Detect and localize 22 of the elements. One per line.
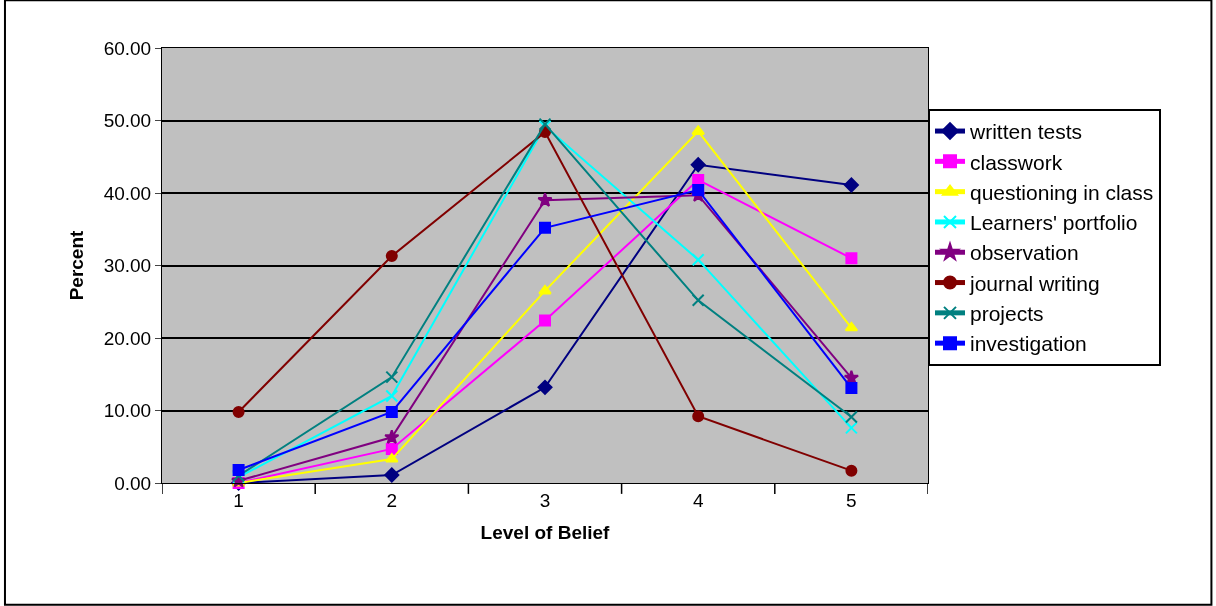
legend-label: classwork	[970, 150, 1063, 174]
y-axis-title: Percent	[65, 229, 87, 301]
legend-label: projects	[970, 302, 1044, 326]
x-tick-label: 5	[846, 489, 857, 511]
y-tick-label: 20.00	[103, 327, 152, 349]
legend-label: Learners' portfolio	[970, 211, 1138, 235]
x-tick-label: 3	[539, 489, 551, 511]
legend-label: written tests	[969, 120, 1083, 144]
x-tick-label: 2	[386, 489, 398, 511]
y-tick-label: 60.00	[103, 37, 152, 59]
y-tick-label: 40.00	[103, 182, 152, 204]
x-tick-label: 1	[233, 489, 244, 511]
x-axis-title: Level of Belief	[480, 521, 611, 543]
y-tick-label: 30.00	[103, 255, 152, 277]
legend-label: journal writing	[969, 271, 1100, 295]
y-tick-label: 0.00	[114, 472, 152, 494]
legend-label: observation	[970, 241, 1079, 265]
legend-label: investigation	[970, 332, 1087, 356]
legend-label: questioning in class	[970, 180, 1154, 204]
x-tick-label: 4	[692, 489, 704, 511]
y-tick-label: 10.00	[103, 400, 152, 422]
y-tick-label: 50.00	[103, 110, 152, 132]
